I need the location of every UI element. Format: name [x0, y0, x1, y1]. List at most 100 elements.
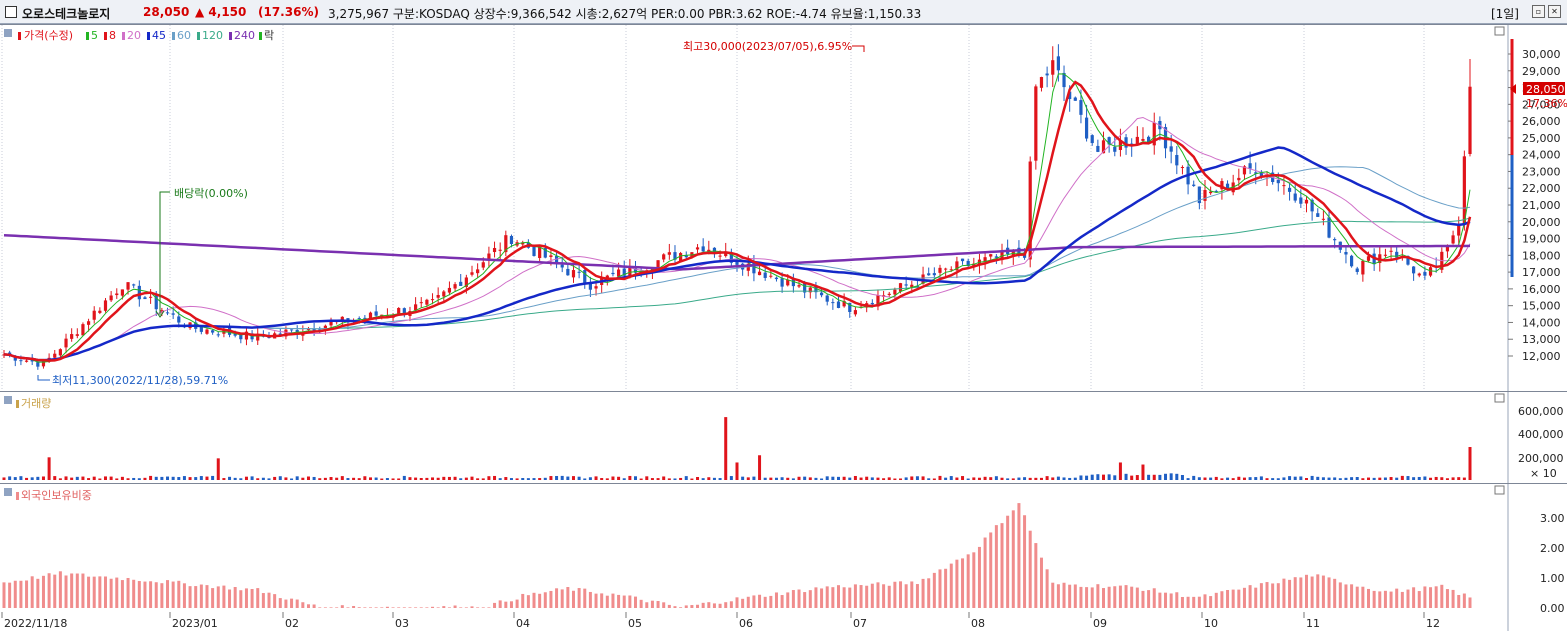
- volume-bar: [712, 477, 716, 480]
- volume-bar: [1412, 477, 1416, 480]
- volume-bar: [132, 477, 136, 480]
- price-chart[interactable]: 30,00029,00028,00027,00026,00025,00024,0…: [0, 25, 1567, 392]
- volume-bar: [769, 477, 773, 480]
- volume-bar: [25, 477, 29, 480]
- volume-bar: [1457, 477, 1461, 480]
- x-axis-label: 09: [1093, 617, 1107, 630]
- foreign-bar: [58, 571, 62, 608]
- volume-bar: [718, 478, 722, 480]
- pane-maximize-icon[interactable]: [1494, 485, 1505, 495]
- foreign-bar: [887, 585, 891, 608]
- foreign-bar: [1259, 583, 1263, 608]
- volume-bar: [836, 476, 840, 480]
- candle-body: [960, 258, 965, 262]
- candle-body: [549, 255, 553, 257]
- pane-maximize-icon[interactable]: [1494, 26, 1505, 36]
- volume-bar: [1259, 476, 1263, 480]
- foreign-bar: [932, 572, 936, 608]
- foreign-bar: [115, 577, 119, 608]
- foreign-bar: [825, 586, 829, 608]
- candle-body: [944, 268, 948, 270]
- candle-body: [1034, 86, 1038, 161]
- foreign-bar: [1372, 590, 1376, 608]
- volume-bar: [103, 476, 107, 480]
- candle-body: [1062, 72, 1066, 88]
- foreign-bar: [882, 584, 886, 608]
- candle-body: [402, 308, 406, 314]
- volume-bar: [1242, 477, 1246, 480]
- pane-handle-icon[interactable]: [4, 488, 12, 496]
- foreign-ownership-chart[interactable]: 외국인보유비중 3.00 2.00 1.00 0.00 2022/11/18 20…: [0, 484, 1567, 631]
- candle-body: [1355, 268, 1359, 272]
- volume-bar: [261, 477, 265, 480]
- volume-bar: [306, 476, 310, 480]
- candle-body: [154, 295, 158, 310]
- candle-body: [278, 333, 282, 335]
- foreign-bar: [199, 584, 203, 608]
- foreign-bar: [1017, 503, 1021, 608]
- foreign-bar: [560, 589, 564, 608]
- candle-body: [1389, 250, 1393, 252]
- candle-body: [842, 300, 846, 307]
- volume-tick: 200,000: [1518, 452, 1564, 465]
- volume-bar: [1327, 477, 1331, 480]
- candle-body: [932, 273, 936, 276]
- candle-body: [1276, 179, 1280, 184]
- candle-body: [695, 247, 700, 250]
- foreign-bar: [369, 607, 372, 608]
- price-tick-label: 26,000: [1522, 115, 1561, 128]
- candle-body: [374, 311, 378, 316]
- candle-body: [910, 284, 914, 288]
- price-tick-label: 14,000: [1522, 316, 1561, 329]
- foreign-bar: [639, 599, 643, 608]
- volume-bar: [182, 476, 186, 480]
- volume-bar: [746, 477, 750, 480]
- close-icon[interactable]: ✕: [1548, 5, 1561, 18]
- foreign-bar: [1338, 582, 1342, 608]
- period-selector[interactable]: [1일]: [1490, 7, 1519, 21]
- foreign-bar: [696, 604, 700, 608]
- candle-body: [109, 295, 113, 301]
- volume-bar: [2, 477, 6, 480]
- legend-ma45: 45: [152, 29, 166, 42]
- foreign-bar: [977, 546, 981, 608]
- pane-handle-icon[interactable]: [4, 29, 12, 37]
- volume-bar: [853, 475, 857, 480]
- foreign-bar: [1192, 596, 1196, 608]
- foreign-bar: [19, 580, 23, 608]
- volume-bar: [295, 476, 299, 480]
- volume-bar: [408, 477, 412, 480]
- maximize-icon[interactable]: ▫: [1532, 5, 1545, 18]
- candle-body: [735, 260, 739, 265]
- legend-ma45-marker: [147, 32, 150, 40]
- candle-body: [757, 271, 762, 276]
- candle-body: [786, 279, 790, 286]
- pane-handle-icon[interactable]: [4, 396, 12, 404]
- volume-bar: [312, 476, 316, 480]
- foreign-bar: [149, 581, 153, 608]
- select-checkbox[interactable]: [5, 6, 17, 18]
- volume-bar: [87, 478, 91, 480]
- volume-chart[interactable]: 거래량 600,000 400,000 200,000 × 10: [0, 392, 1567, 484]
- candle-body: [1366, 256, 1371, 261]
- volume-bar: [617, 476, 621, 480]
- foreign-bar: [1006, 515, 1010, 608]
- candle-body: [160, 310, 164, 312]
- foreign-bar: [555, 588, 559, 608]
- pane-maximize-icon[interactable]: [1494, 393, 1505, 403]
- foreign-bar: [295, 599, 299, 608]
- volume-bar: [1355, 477, 1359, 480]
- volume-bar: [1169, 473, 1173, 480]
- foreign-bar: [650, 600, 654, 608]
- foreign-bar: [1299, 577, 1303, 608]
- volume-bar: [194, 477, 198, 480]
- candle-body: [1175, 154, 1179, 166]
- foreign-bar: [899, 581, 903, 608]
- foreign-bar: [414, 607, 418, 608]
- volume-bar: [566, 476, 570, 480]
- candle-body: [476, 269, 480, 274]
- x-axis-label: 07: [853, 617, 867, 630]
- foreign-bar: [397, 607, 401, 608]
- stock-name: 오로스테크놀로지: [22, 7, 111, 21]
- foreign-bar: [1090, 587, 1094, 608]
